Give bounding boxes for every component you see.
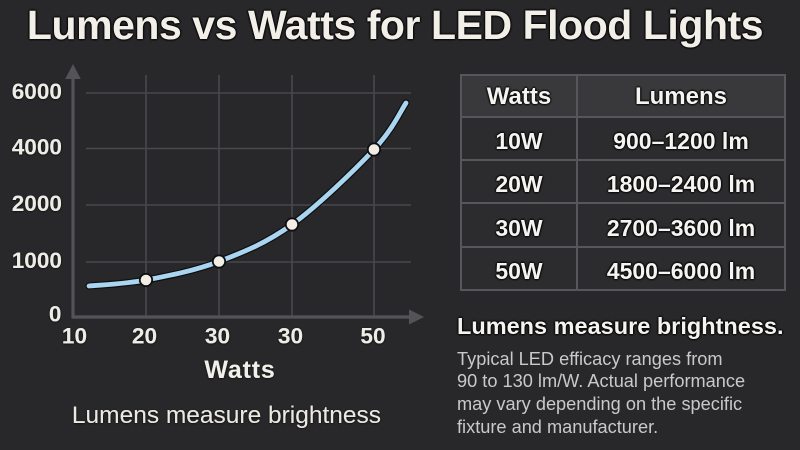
svg-text:Lumens measure brightness: Lumens measure brightness	[72, 402, 381, 429]
svg-text:50: 50	[360, 324, 385, 349]
svg-text:20: 20	[132, 324, 157, 349]
svg-text:0: 0	[49, 302, 62, 327]
svg-text:4000: 4000	[12, 135, 62, 160]
svg-text:10: 10	[62, 324, 87, 349]
svg-text:1000: 1000	[12, 248, 62, 273]
svg-text:30: 30	[205, 324, 230, 349]
svg-text:6000: 6000	[12, 79, 62, 104]
svg-text:2000: 2000	[12, 191, 62, 216]
svg-text:Watts: Watts	[204, 356, 275, 384]
svg-text:30: 30	[278, 324, 303, 349]
